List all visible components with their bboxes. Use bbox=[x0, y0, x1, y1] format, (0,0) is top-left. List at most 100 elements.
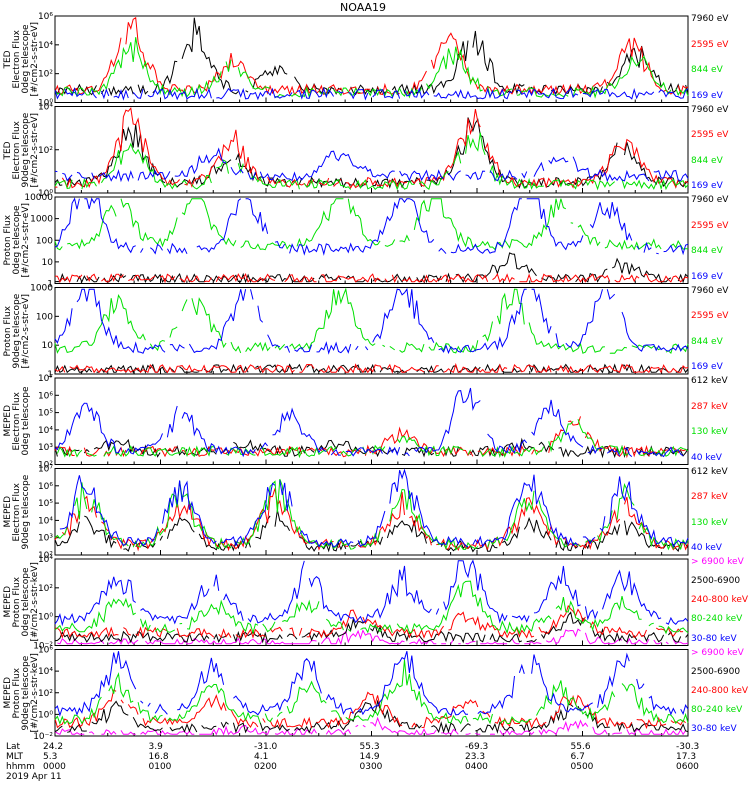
legend-entry: 2595 eV bbox=[691, 130, 729, 140]
ytick-label: 10⁰ bbox=[38, 99, 53, 109]
series-line-844 eV bbox=[54, 132, 689, 191]
legend-entry: 7960 eV bbox=[691, 285, 729, 296]
ytick-label: 10⁻² bbox=[33, 642, 53, 652]
chart-title: NOAA19 bbox=[340, 1, 387, 14]
ytick-label: 10⁶ bbox=[38, 646, 53, 656]
ytick-label: 10000 bbox=[24, 193, 53, 203]
footer-lat-value: -69.3 bbox=[465, 742, 489, 752]
legend-entry: 2595 eV bbox=[691, 220, 729, 231]
footer-mlt-value: 17.3 bbox=[676, 752, 697, 762]
legend-entry: 7960 eV bbox=[691, 195, 729, 205]
ytick-label: 10² bbox=[38, 689, 53, 699]
footer-lat-value: -31.0 bbox=[254, 742, 278, 752]
series-line-240-800 keV bbox=[54, 689, 686, 730]
series-line-80-240 keV bbox=[54, 659, 689, 725]
legend-entry: > 6900 keV bbox=[691, 647, 744, 658]
footer-lat-value: -30.3 bbox=[676, 742, 700, 752]
ytick-label: 10 bbox=[42, 258, 54, 268]
panel-ylabel: MEPED Electron Flux 0deg telescope bbox=[3, 386, 31, 456]
series-line-7960 eV bbox=[54, 17, 689, 97]
series-line-2595 eV bbox=[54, 362, 689, 374]
footer-row-label: 2019 Apr 11 bbox=[6, 772, 62, 782]
series-line-7960 eV bbox=[54, 363, 689, 374]
series-line-169 eV bbox=[54, 287, 689, 355]
ytick-label: 10⁰ bbox=[38, 613, 53, 623]
legend-entry: 30-80 keV bbox=[691, 633, 737, 644]
legend-entry: 169 eV bbox=[691, 90, 723, 101]
ytick-label: 10⁴ bbox=[38, 667, 53, 677]
ytick-label: 10³ bbox=[38, 534, 53, 544]
footer-mlt-value: 6.7 bbox=[570, 752, 585, 762]
ytick-label: 10⁴ bbox=[38, 555, 53, 565]
legend-entry: 30-80 keV bbox=[691, 724, 737, 734]
legend-entry: 844 eV bbox=[691, 336, 723, 347]
legend-entry: 287 keV bbox=[691, 401, 728, 412]
ytick-label: 100 bbox=[36, 312, 53, 322]
series-line-169 eV bbox=[54, 197, 689, 256]
footer-mlt-value: 14.9 bbox=[359, 752, 380, 762]
legend-entry: 2500-6900 bbox=[691, 576, 741, 587]
ytick-label: 10² bbox=[38, 551, 53, 561]
ytick-label: 10⁶ bbox=[38, 391, 53, 401]
footer-hhmm-value: 0600 bbox=[676, 762, 699, 772]
footer-lat-value: 24.2 bbox=[43, 742, 64, 752]
series-line-30-80 keV bbox=[54, 559, 689, 627]
legend-entry: 287 keV bbox=[691, 492, 728, 502]
legend-entry: 240-800 keV bbox=[691, 685, 749, 696]
footer-row-label: MLT bbox=[6, 752, 24, 762]
legend-entry: 169 eV bbox=[691, 181, 723, 191]
ytick-label: 100 bbox=[36, 236, 53, 246]
ytick-label: 1 bbox=[47, 280, 53, 290]
footer-hhmm-value: 0100 bbox=[148, 762, 172, 772]
series-line-40 keV bbox=[59, 468, 689, 548]
legend-entry: 844 eV bbox=[691, 155, 723, 166]
legend-entry: > 6900 keV bbox=[691, 557, 744, 567]
footer-hhmm-value: 0200 bbox=[254, 762, 277, 772]
ytick-label: 1 bbox=[47, 370, 53, 380]
ytick-label: 10² bbox=[38, 584, 53, 594]
legend-entry: 7960 eV bbox=[691, 14, 729, 24]
ytick-label: 10⁵ bbox=[38, 409, 53, 419]
ytick-label: 10⁴ bbox=[38, 426, 53, 436]
panel-ylabel: TED Electron Flux 90deg telescope [#/cm2-s-… bbox=[3, 112, 40, 188]
ytick-label: 1000 bbox=[30, 284, 53, 294]
legend-entry: 80-240 keV bbox=[691, 704, 743, 715]
series-line-2595 eV bbox=[54, 16, 689, 97]
legend-entry: 169 eV bbox=[691, 271, 723, 282]
ytick-label: 10⁷ bbox=[38, 465, 53, 475]
series-line-169 eV bbox=[54, 147, 689, 183]
ytick-label: 10⁷ bbox=[38, 374, 53, 384]
series-line-> 6900 keV bbox=[54, 716, 687, 736]
panel-ylabel: Proton Flux 0deg telescope [#/cm2-s-str-eV… bbox=[3, 203, 31, 278]
legend-entry: 80-240 keV bbox=[691, 614, 743, 625]
footer-mlt-value: 4.1 bbox=[254, 752, 269, 762]
footer-lat-value: 3.9 bbox=[148, 742, 163, 752]
ytick-label: 10³ bbox=[38, 443, 53, 453]
ytick-label: 10⁰ bbox=[38, 710, 53, 720]
ytick-label: 10⁶ bbox=[38, 482, 53, 492]
panel-frame-6 bbox=[54, 558, 689, 646]
panel-ylabel: TED Electron Flux 0deg telescope [#/cm2-s-s… bbox=[3, 22, 40, 97]
footer-row-label: Lat bbox=[6, 742, 21, 752]
series-line-7960 eV bbox=[54, 252, 689, 284]
series-line-2500-6900 bbox=[54, 611, 689, 644]
footer-mlt-value: 23.3 bbox=[465, 752, 486, 762]
ytick-label: 10⁴ bbox=[38, 516, 53, 526]
footer-mlt-value: 5.3 bbox=[43, 752, 58, 762]
footer-lat-value: 55.3 bbox=[359, 742, 380, 752]
series-line-612 keV bbox=[54, 509, 689, 553]
legend-entry: 130 keV bbox=[691, 427, 728, 437]
footer-mlt-value: 16.8 bbox=[148, 752, 169, 762]
footer-hhmm-value: 0500 bbox=[570, 762, 594, 772]
legend-entry: 612 keV bbox=[691, 466, 728, 477]
ytick-label: 10⁴ bbox=[38, 41, 53, 51]
legend-entry: 2595 eV bbox=[691, 39, 729, 50]
series-line-169 eV bbox=[54, 86, 689, 101]
footer-hhmm-value: 0400 bbox=[465, 762, 488, 772]
series-line-2595 eV bbox=[54, 272, 689, 284]
legend-entry: 2500-6900 bbox=[691, 666, 741, 677]
series-line-844 eV bbox=[54, 287, 689, 355]
panel-ylabel: Proton Flux 90deg telescope [#/cm2-s-str-e… bbox=[3, 293, 31, 369]
legend-entry: 612 keV bbox=[691, 376, 728, 386]
panel-ylabel: MEPED Electron Flux 90deg telescope bbox=[3, 474, 31, 550]
